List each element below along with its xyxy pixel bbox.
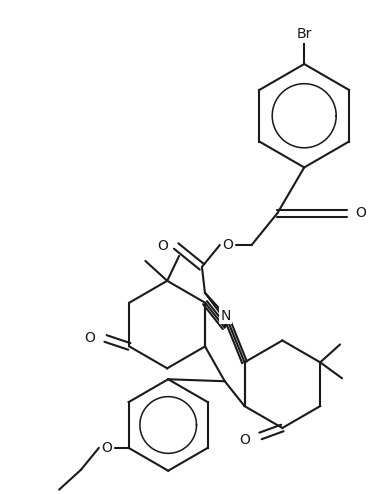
Text: O: O [157,239,168,253]
Text: O: O [101,441,112,455]
Text: O: O [355,206,366,220]
Text: O: O [222,238,233,252]
Text: O: O [240,433,251,447]
Text: O: O [85,331,95,345]
Text: N: N [221,309,231,323]
Text: Br: Br [296,27,312,41]
